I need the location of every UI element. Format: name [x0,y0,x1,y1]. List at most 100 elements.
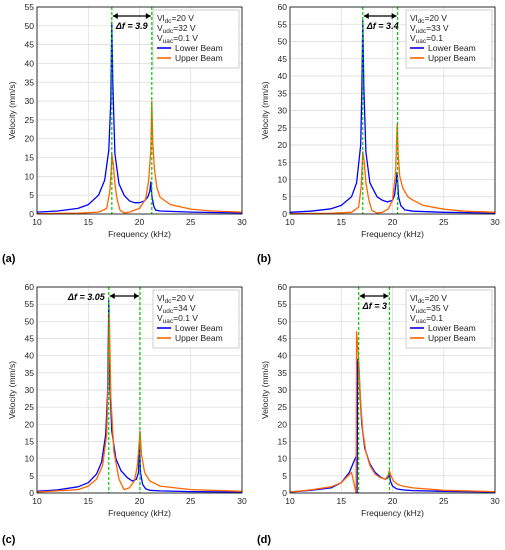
y-tick-label: 15 [278,437,288,447]
x-tick-label: 15 [337,217,347,227]
y-tick-label: 0 [29,488,34,498]
series-line-upper-beam [289,123,496,215]
series-line-upper-beam [289,330,496,494]
x-tick-label: 30 [237,496,247,506]
y-tick-label: 55 [25,299,35,309]
y-tick-label: 25 [25,115,35,125]
y-tick-label: 15 [25,437,35,447]
delta-f-label: Δf = 3.9 [115,21,148,31]
series-line-lower-beam [36,21,243,214]
panel-label: (c) [2,534,16,546]
legend-entry: Upper Beam [175,53,223,63]
axes-frame [36,6,243,215]
chart-panel-2: 10 15 20 25 30 0 5 10 15 20 25 30 35 40 45 50 55 60 Freque… [257,2,500,265]
axes-frame [36,286,243,494]
y-tick-label: 10 [278,454,288,464]
delta-arrow-head-left [363,13,369,19]
delta-f-label: Δf = 3.4 [366,21,399,31]
y-tick-label: 5 [29,471,34,481]
x-tick-label: 15 [84,217,94,227]
y-tick-label: 35 [25,368,35,378]
y-tick-label: 30 [25,385,35,395]
parameter-text: Vudc=34 V [157,303,196,315]
panel-label: (b) [257,253,271,265]
y-tick-label: 45 [25,334,35,344]
y-tick-label: 35 [278,88,288,98]
parameter-text: Vldc=20 V [157,13,194,25]
series-line-upper-beam [36,313,243,493]
y-tick-label: 10 [25,171,35,181]
y-tick-label: 0 [29,209,34,219]
y-tick-label: 45 [25,40,35,50]
y-tick-label: 20 [278,140,288,150]
y-tick-label: 35 [278,368,288,378]
x-tick-label: 10 [32,496,42,506]
y-tick-label: 40 [25,351,35,361]
series-line-upper-beam [36,100,243,215]
parameter-text: Vudc=32 V [157,23,196,35]
parameter-text: Vudc=33 V [410,23,449,35]
parameter-text: Vuac=0.1 V [157,313,198,325]
y-tick-label: 0 [282,209,287,219]
y-tick-label: 5 [282,471,287,481]
y-tick-label: 0 [282,488,287,498]
delta-arrow-head-left [359,293,365,299]
x-tick-label: 30 [237,217,247,227]
legend-entry: Lower Beam [428,43,476,53]
series-line-lower-beam [36,300,243,493]
y-tick-label: 20 [278,419,288,429]
y-axis-label: Velocity (mm/s) [260,81,270,139]
x-tick-label: 15 [84,496,94,506]
y-tick-label: 45 [278,334,288,344]
y-tick-label: 5 [29,190,34,200]
parameter-text: Vuac=0.1 [410,313,443,325]
y-tick-label: 25 [278,123,288,133]
y-axis-label: Velocity (mm/s) [7,361,17,419]
y-tick-label: 5 [282,192,287,202]
parameter-text: Vudc=35 V [410,303,449,315]
legend-entry: Upper Beam [428,333,476,343]
y-tick-label: 25 [278,402,288,412]
y-tick-label: 30 [25,96,35,106]
delta-arrow-head-right [145,13,151,19]
x-tick-label: 25 [439,496,449,506]
chart-panel-3: 10 15 20 25 30 0 5 10 15 20 25 30 35 40 45 50 55 60 Freque… [2,282,247,546]
parameter-text: Vuac=0.1 V [157,33,198,45]
series-line-lower-beam [289,20,496,214]
x-tick-label: 15 [337,496,347,506]
x-axis-label: Frequency (kHz) [108,508,171,518]
y-tick-label: 40 [278,351,288,361]
delta-arrow-head-right [391,13,397,19]
delta-arrow-head-left [109,293,115,299]
y-tick-label: 50 [25,316,35,326]
y-tick-label: 45 [278,54,288,64]
legend-entry: Lower Beam [428,323,476,333]
chart-panel-4: 10 15 20 25 30 0 5 10 15 20 25 30 35 40 45 50 55 60 Freque… [257,282,500,546]
panel-label: (d) [257,534,271,546]
y-tick-label: 15 [25,153,35,163]
x-tick-label: 20 [135,496,145,506]
y-tick-label: 60 [278,2,288,12]
x-axis-label: Frequency (kHz) [361,508,424,518]
y-tick-label: 15 [278,157,288,167]
y-axis-label: Velocity (mm/s) [7,81,17,139]
parameter-text: Vldc=20 V [410,293,447,305]
y-tick-label: 50 [25,21,35,31]
x-tick-label: 10 [285,217,295,227]
x-tick-label: 20 [135,217,145,227]
y-tick-label: 20 [25,134,35,144]
y-axis-label: Velocity (mm/s) [260,361,270,419]
parameter-text: Vldc=20 V [410,13,447,25]
x-tick-label: 25 [186,217,196,227]
y-tick-label: 40 [25,58,35,68]
x-tick-label: 10 [32,217,42,227]
x-tick-label: 25 [439,217,449,227]
x-axis-label: Frequency (kHz) [108,229,171,239]
x-axis-label: Frequency (kHz) [361,229,424,239]
x-tick-label: 30 [490,496,500,506]
delta-arrow-head-right [383,293,389,299]
chart-panel-1: 10 15 20 25 30 0 5 10 15 20 25 30 35 40 45 50 55 Frequenc… [2,2,247,265]
y-tick-label: 55 [25,2,35,12]
legend-entry: Lower Beam [175,323,223,333]
